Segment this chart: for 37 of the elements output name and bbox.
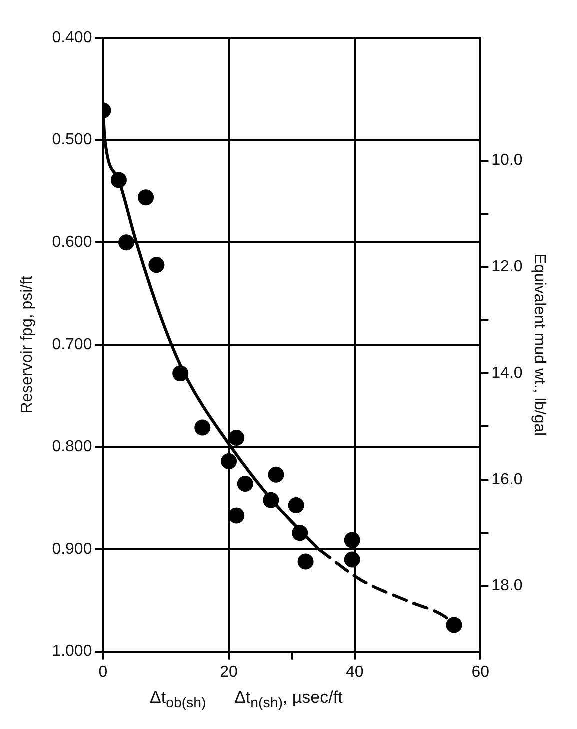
point [110, 172, 127, 188]
y-tick-label: 0.800 [52, 438, 92, 456]
point [138, 190, 154, 206]
x-tick-label: 40 [346, 664, 364, 681]
point [228, 430, 245, 446]
x-tick-label: 60 [472, 664, 490, 681]
y-tick-label: 0.900 [52, 540, 92, 558]
y2-tick-label: 14.0 [492, 364, 523, 382]
y2-tick-label: 16.0 [492, 471, 523, 488]
point [344, 532, 360, 548]
y-tick-label: 0.600 [52, 234, 92, 252]
y-axis-title: Reservoir fpg, psi/ft [19, 275, 36, 414]
point [268, 466, 284, 483]
y-tick-label: 1.000 [52, 643, 92, 660]
text: Δt$_{ob(sh)}$ Δt$_{n(sh)}$, µsec/ft [150, 688, 343, 712]
point [148, 257, 165, 274]
point [237, 476, 254, 492]
point [172, 366, 189, 382]
point [344, 552, 360, 568]
x-tick-label: 20 [220, 664, 238, 681]
point [194, 420, 211, 436]
y-tick-label: 0.500 [52, 132, 92, 149]
point [118, 234, 135, 251]
y-tick-label: 0.700 [52, 336, 92, 354]
point [298, 554, 314, 570]
point [292, 525, 308, 542]
point [221, 454, 238, 470]
y-tick-label: 0.400 [52, 29, 92, 46]
point [228, 508, 245, 524]
x-tick-label: 0 [98, 664, 108, 681]
point [446, 617, 462, 634]
y2-tick-label: 12.0 [492, 258, 523, 276]
point [288, 498, 304, 514]
y2-axis-title: Equivalent mud wt., lb/gal [530, 254, 548, 436]
y2-tick-label: 18.0 [492, 578, 523, 595]
y2-tick-label: 10.0 [492, 152, 523, 170]
point [263, 492, 280, 508]
